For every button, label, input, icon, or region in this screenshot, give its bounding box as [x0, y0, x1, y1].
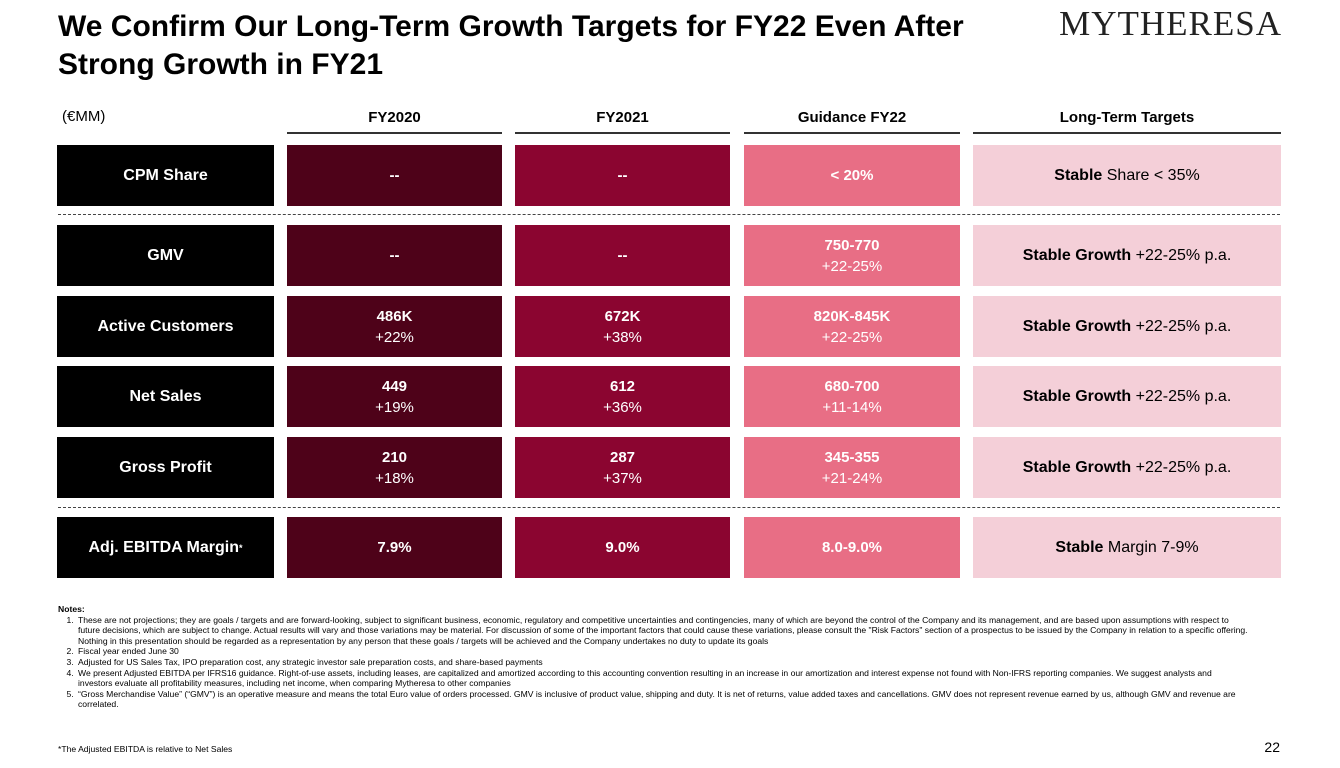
column-header-fy2020: FY2020	[287, 108, 502, 134]
growth-rate: +36%	[603, 398, 642, 416]
target-emphasis: Stable Growth	[1022, 317, 1132, 335]
long-term-target-cell: Stable Growth +22-25% p.a.	[973, 296, 1281, 357]
target-emphasis: Stable Growth	[1022, 246, 1132, 264]
guidance-cell: 820K-845K +22-25%	[744, 296, 960, 357]
slide-title: We Confirm Our Long-Term Growth Targets …	[58, 10, 964, 81]
row-label-text: Active Customers	[97, 317, 234, 335]
row-label-text: GMV	[147, 246, 184, 264]
row-label: Gross Profit	[57, 437, 274, 498]
guidance-cell: 8.0-9.0%	[744, 517, 960, 578]
ebitda-footnote: *The Adjusted EBITDA is relative to Net …	[58, 744, 233, 754]
metric-value: 345-355	[824, 448, 880, 466]
growth-rate: +22%	[375, 328, 414, 346]
metric-value: --	[389, 167, 400, 184]
guidance-cell: 680-700 +11-14%	[744, 366, 960, 427]
long-term-target-cell: Stable Growth +22-25% p.a.	[973, 366, 1281, 427]
section-divider	[58, 507, 1280, 508]
long-term-target-cell: Stable Growth +22-25% p.a.	[973, 437, 1281, 498]
note-item: These are not projections; they are goal…	[76, 615, 1248, 647]
fy2020-cell: 486K +22%	[287, 296, 502, 357]
metric-value: 672K	[604, 307, 641, 325]
note-item: Adjusted for US Sales Tax, IPO preparati…	[76, 657, 1248, 668]
target-detail: +22-25% p.a.	[1131, 458, 1232, 476]
metric-value: --	[617, 167, 628, 184]
target-emphasis: Stable Growth	[1022, 387, 1132, 405]
row-label: Net Sales	[57, 366, 274, 427]
metric-value: 210	[381, 448, 408, 466]
fy2020-cell: 210 +18%	[287, 437, 502, 498]
growth-rate: +21-24%	[821, 469, 883, 487]
target-emphasis: Stable	[1055, 538, 1104, 556]
long-term-target-cell: Stable Share < 35%	[973, 145, 1281, 206]
fy2020-cell: 7.9%	[287, 517, 502, 578]
metric-value: 680-700	[824, 377, 880, 395]
fy2021-cell: --	[515, 225, 730, 286]
metric-value: 750-770	[824, 236, 880, 254]
note-item: Fiscal year ended June 30	[76, 646, 1248, 657]
fy2021-cell: 9.0%	[515, 517, 730, 578]
unit-label: (€MM)	[62, 108, 106, 125]
guidance-cell: 750-770 +22-25%	[744, 225, 960, 286]
column-header-long-term-targets: Long-Term Targets	[973, 108, 1281, 134]
fy2021-cell: 672K +38%	[515, 296, 730, 357]
note-item: We present Adjusted EBITDA per IFRS16 gu…	[76, 668, 1248, 689]
metric-value: --	[617, 247, 628, 264]
target-emphasis: Stable	[1054, 166, 1103, 184]
target-detail: Margin 7-9%	[1103, 538, 1199, 556]
footnote-marker: *	[239, 542, 243, 553]
column-header-fy2021: FY2021	[515, 108, 730, 134]
fy2021-cell: 287 +37%	[515, 437, 730, 498]
fy2020-cell: 449 +19%	[287, 366, 502, 427]
growth-rate: +22-25%	[821, 328, 883, 346]
target-detail: Share < 35%	[1102, 166, 1200, 184]
metric-value: 449	[381, 377, 408, 395]
mytheresa-logo: MYTHERESA	[1059, 4, 1282, 43]
long-term-target-cell: Stable Growth +22-25% p.a.	[973, 225, 1281, 286]
row-label-text: Gross Profit	[119, 458, 212, 476]
metric-value: 7.9%	[377, 539, 412, 556]
guidance-cell: 345-355 +21-24%	[744, 437, 960, 498]
notes-section: Notes: These are not projections; they a…	[58, 604, 1248, 710]
row-label-text: CPM Share	[123, 166, 208, 184]
growth-rate: +18%	[375, 469, 414, 487]
note-item: “Gross Merchandise Value” (“GMV”) is an …	[76, 689, 1248, 710]
column-header-guidance-fy22: Guidance FY22	[744, 108, 960, 134]
page-number: 22	[1264, 739, 1280, 755]
metric-value: 287	[609, 448, 636, 466]
metric-value: 612	[609, 377, 636, 395]
metric-value: 8.0-9.0%	[821, 539, 883, 556]
metric-value: 486K	[376, 307, 413, 325]
metric-value: --	[389, 247, 400, 264]
growth-rate: +19%	[375, 398, 414, 416]
growth-rate: +38%	[603, 328, 642, 346]
target-detail: +22-25% p.a.	[1131, 317, 1232, 335]
row-label: GMV	[57, 225, 274, 286]
metric-value: < 20%	[830, 167, 874, 184]
fy2021-cell: --	[515, 145, 730, 206]
row-label: CPM Share	[57, 145, 274, 206]
growth-rate: +22-25%	[821, 257, 883, 275]
section-divider	[58, 214, 1280, 215]
fy2021-cell: 612 +36%	[515, 366, 730, 427]
growth-rate: +37%	[603, 469, 642, 487]
target-detail: +22-25% p.a.	[1131, 246, 1232, 264]
row-label-text: Adj. EBITDA Margin	[88, 538, 239, 556]
guidance-cell: < 20%	[744, 145, 960, 206]
row-label: Active Customers	[57, 296, 274, 357]
long-term-target-cell: Stable Margin 7-9%	[973, 517, 1281, 578]
row-label-text: Net Sales	[129, 387, 202, 405]
target-detail: +22-25% p.a.	[1131, 387, 1232, 405]
target-emphasis: Stable Growth	[1022, 458, 1132, 476]
notes-list: These are not projections; they are goal…	[58, 615, 1248, 710]
metric-value: 9.0%	[605, 539, 640, 556]
fy2020-cell: --	[287, 225, 502, 286]
fy2020-cell: --	[287, 145, 502, 206]
notes-heading: Notes:	[58, 604, 85, 614]
row-label: Adj. EBITDA Margin *	[57, 517, 274, 578]
growth-rate: +11-14%	[822, 398, 882, 416]
metric-value: 820K-845K	[813, 307, 891, 325]
